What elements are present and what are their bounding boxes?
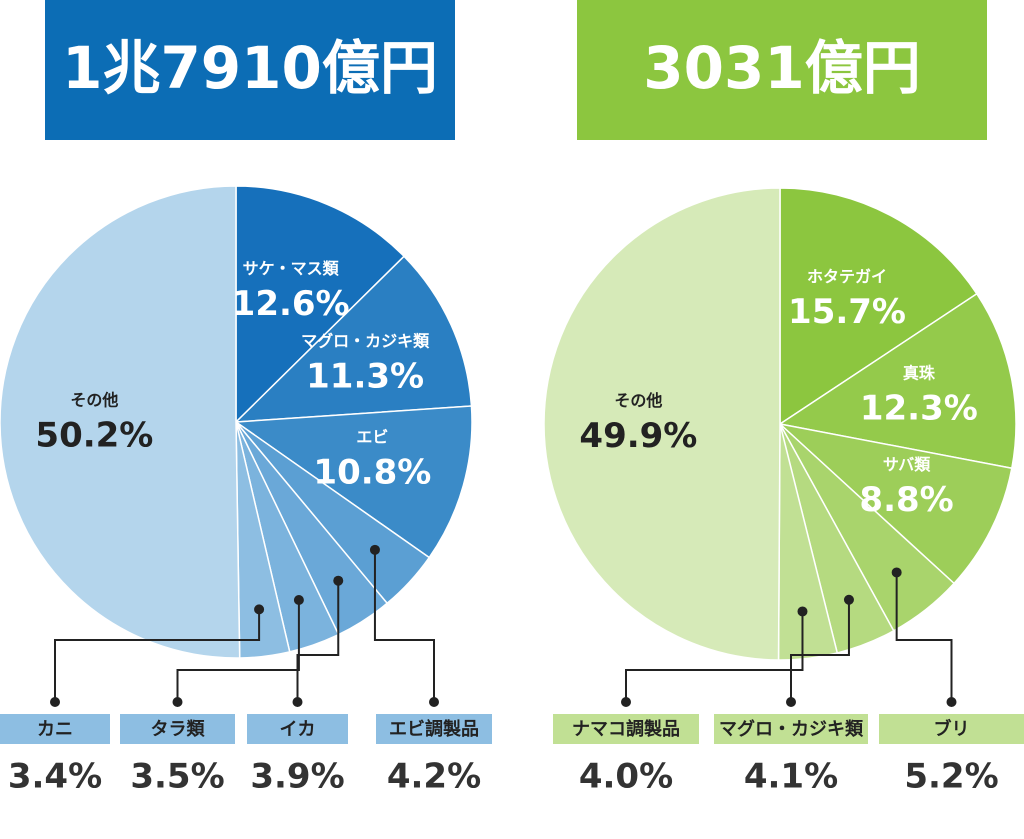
slice-name: ホタテガイ xyxy=(807,267,887,286)
label-box xyxy=(0,714,110,744)
label-box xyxy=(120,714,235,744)
label-value: 4.0% xyxy=(579,757,673,797)
connector-dot xyxy=(891,567,902,578)
slice-name: その他 xyxy=(70,391,118,410)
connector xyxy=(895,572,953,702)
header-total: 3031億円 xyxy=(643,34,920,102)
connector-dot xyxy=(786,697,796,707)
slice-value: 12.3% xyxy=(860,389,978,429)
connector-dot xyxy=(254,604,265,615)
slice-name: その他 xyxy=(614,391,662,410)
connector-dot xyxy=(843,594,854,605)
label-name: マグロ・カジキ類 xyxy=(719,718,864,740)
connector-dot xyxy=(797,606,808,617)
connector-dot xyxy=(946,697,957,707)
header-total: 1兆7910億円 xyxy=(62,34,438,102)
slice-value: 12.6% xyxy=(232,284,350,324)
header-box xyxy=(45,0,455,140)
label-box xyxy=(714,714,868,744)
connector xyxy=(176,600,300,702)
pie-slice xyxy=(777,422,1013,585)
slice-name: 真珠 xyxy=(903,364,936,383)
label-value: 4.2% xyxy=(387,757,481,797)
label-value: 3.9% xyxy=(250,757,344,797)
label-name: ブリ xyxy=(934,718,970,740)
label-box xyxy=(553,714,699,744)
connector xyxy=(54,609,261,702)
pie-slice xyxy=(543,187,781,661)
connector-dot xyxy=(293,595,304,606)
label-value: 5.2% xyxy=(904,757,998,797)
slice-value: 49.9% xyxy=(579,416,697,456)
label-box xyxy=(247,714,348,744)
connector-dot xyxy=(292,697,303,707)
pie-slice xyxy=(0,185,241,659)
slice-name: サケ・マス類 xyxy=(243,259,340,278)
label-value: 3.5% xyxy=(130,757,224,797)
label-box xyxy=(376,714,492,744)
slice-name: エビ xyxy=(356,428,388,447)
pie-slice xyxy=(234,255,473,423)
slice-name: サバ類 xyxy=(883,455,931,474)
pie-slice xyxy=(779,187,978,426)
slice-value: 50.2% xyxy=(35,416,153,456)
connector-dot xyxy=(172,697,183,707)
label-name: ナマコ調製品 xyxy=(572,718,680,740)
pie-slice xyxy=(235,185,406,424)
header-box xyxy=(577,0,987,140)
slice-name: マグロ・カジキ類 xyxy=(301,331,430,350)
slice-value: 10.8% xyxy=(313,453,431,493)
label-name: イカ xyxy=(280,719,316,740)
slice-value: 8.8% xyxy=(859,480,953,520)
connector-dot xyxy=(429,697,439,707)
connector-dot xyxy=(333,575,344,586)
label-box xyxy=(879,714,1024,744)
connector xyxy=(625,611,804,702)
pie-slice xyxy=(233,405,473,559)
connector xyxy=(373,549,435,702)
connector xyxy=(790,599,850,702)
slice-value: 11.3% xyxy=(306,356,424,396)
label-name: タラ類 xyxy=(151,719,206,740)
label-value: 4.1% xyxy=(744,757,838,797)
connector xyxy=(296,580,340,702)
slice-value: 15.7% xyxy=(788,292,906,332)
label-name: カニ xyxy=(37,719,73,740)
pie-slice xyxy=(778,292,1017,470)
label-value: 3.4% xyxy=(8,757,102,797)
connector-dot xyxy=(50,697,60,707)
label-name: エビ調製品 xyxy=(389,718,479,740)
connector-dot xyxy=(621,697,631,707)
connector-dot xyxy=(369,544,380,555)
